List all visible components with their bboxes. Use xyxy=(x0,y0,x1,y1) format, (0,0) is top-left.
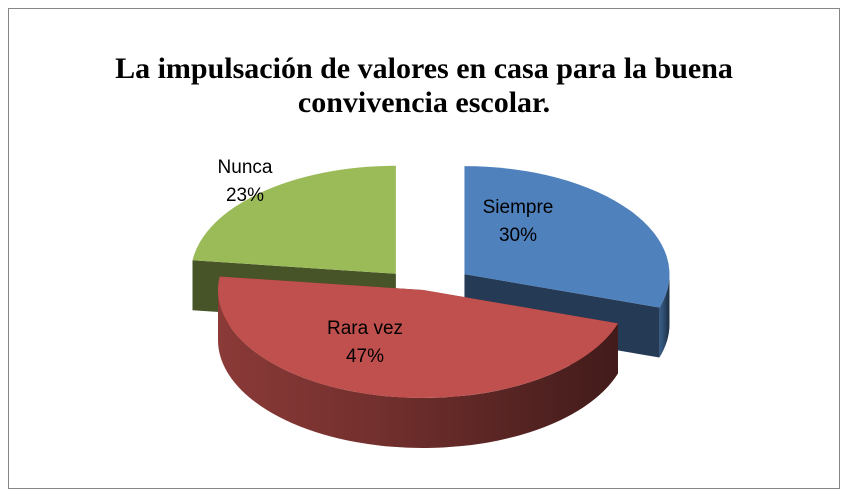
slice-value-label: 47% xyxy=(346,346,384,367)
slice-side-shade xyxy=(218,290,618,449)
pie-slice xyxy=(192,165,396,274)
pie-slice xyxy=(217,276,618,399)
slice-category-label: Rara vez xyxy=(327,318,403,339)
slice-side-shade xyxy=(659,274,670,358)
slice-category-label: Nunca xyxy=(218,157,273,178)
pie-slice xyxy=(464,166,670,308)
slice-value-label: 30% xyxy=(499,225,537,246)
chart-title: La impulsación de valores en casa para l… xyxy=(115,52,733,119)
slice-group xyxy=(217,276,618,449)
slice-category-label: Siempre xyxy=(483,197,554,218)
slice-value-label: 23% xyxy=(226,185,264,206)
